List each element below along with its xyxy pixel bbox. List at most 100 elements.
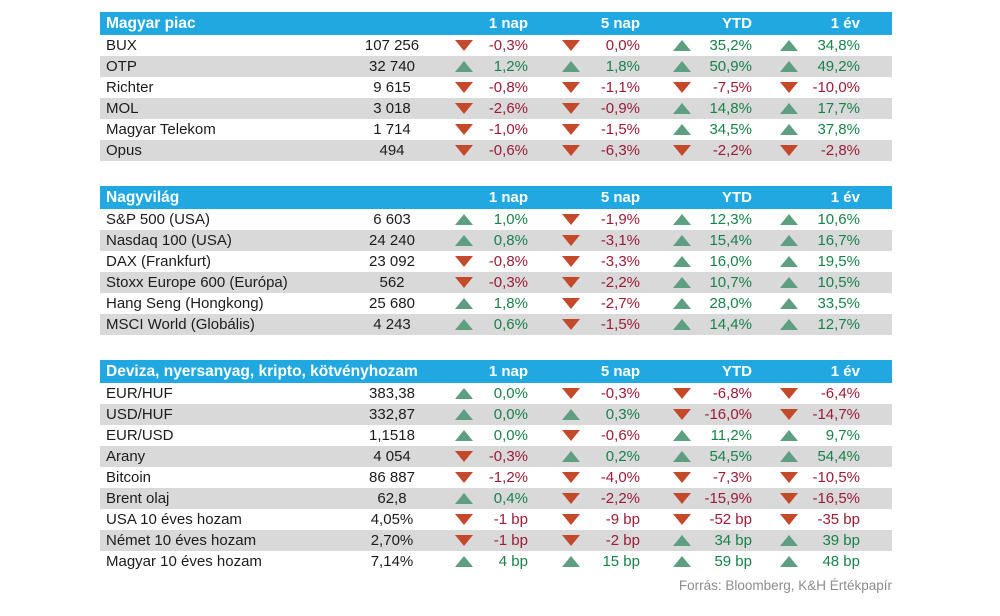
change-cell: 19,5% bbox=[752, 251, 860, 272]
change-value: -52 bp bbox=[709, 511, 752, 528]
table-row: Német 10 éves hozam 2,70% -1 bp -2 bp 34… bbox=[100, 530, 892, 551]
change-cell: 50,9% bbox=[640, 56, 752, 77]
triangle-up-icon bbox=[455, 61, 473, 72]
change-cell: -2,6% bbox=[452, 98, 528, 119]
change-value: 59 bp bbox=[714, 553, 752, 570]
instrument-name: EUR/USD bbox=[106, 427, 174, 444]
table-row: Hang Seng (Hongkong) 25 680 1,8% -2,7% 2… bbox=[100, 293, 892, 314]
change-cell: -0,3% bbox=[452, 35, 528, 56]
triangle-down-icon bbox=[562, 472, 580, 483]
triangle-up-icon bbox=[780, 124, 798, 135]
change-value: -4,0% bbox=[600, 469, 640, 486]
triangle-down-icon bbox=[562, 388, 580, 399]
change-cell: -0,6% bbox=[528, 425, 640, 446]
triangle-up-icon bbox=[673, 451, 691, 462]
change-cell: 54,5% bbox=[640, 446, 752, 467]
triangle-up-icon bbox=[673, 556, 691, 567]
change-value: -0,8% bbox=[488, 253, 528, 270]
instrument-name: Stoxx Europe 600 (Európa) bbox=[106, 274, 288, 291]
triangle-down-icon bbox=[562, 430, 580, 441]
triangle-up-icon bbox=[455, 556, 473, 567]
change-cell: 37,8% bbox=[752, 119, 860, 140]
triangle-down-icon bbox=[562, 40, 580, 51]
instrument-name: Magyar 10 éves hozam bbox=[106, 553, 262, 570]
change-cell: 12,7% bbox=[752, 314, 860, 335]
table-row: USD/HUF 332,87 0,0% 0,3% -16,0% -14,7% bbox=[100, 404, 892, 425]
change-cell: 33,5% bbox=[752, 293, 860, 314]
triangle-up-icon bbox=[455, 430, 473, 441]
triangle-down-icon bbox=[455, 40, 473, 51]
triangle-down-icon bbox=[780, 145, 798, 156]
change-cell: -1 bp bbox=[452, 509, 528, 530]
triangle-up-icon bbox=[673, 535, 691, 546]
change-value: 0,4% bbox=[493, 490, 528, 507]
change-cell: -0,3% bbox=[452, 272, 528, 293]
triangle-down-icon bbox=[673, 145, 691, 156]
change-value: -9 bp bbox=[605, 511, 640, 528]
change-cell: -9 bp bbox=[528, 509, 640, 530]
table-row: Opus 494 -0,6% -6,3% -2,2% -2,8% bbox=[100, 140, 892, 161]
table-header: Magyar piac 1 nap 5 nap YTD 1 év bbox=[100, 12, 892, 35]
table-row: Brent olaj 62,8 0,4% -2,2% -15,9% -16,5% bbox=[100, 488, 892, 509]
instrument-value: 4,05% bbox=[370, 511, 414, 528]
change-cell: -10,0% bbox=[752, 77, 860, 98]
change-cell: 14,8% bbox=[640, 98, 752, 119]
instrument-value: 9 615 bbox=[373, 79, 411, 96]
instrument-name: DAX (Frankfurt) bbox=[106, 253, 212, 270]
change-cell: -6,8% bbox=[640, 383, 752, 404]
change-value: -1,0% bbox=[488, 121, 528, 138]
change-value: -35 bp bbox=[817, 511, 860, 528]
triangle-down-icon bbox=[455, 256, 473, 267]
change-cell: -4,0% bbox=[528, 467, 640, 488]
change-cell: -16,0% bbox=[640, 404, 752, 425]
change-value: 14,8% bbox=[709, 100, 752, 117]
change-value: 35,2% bbox=[709, 37, 752, 54]
change-value: 14,4% bbox=[709, 316, 752, 333]
triangle-down-icon bbox=[673, 493, 691, 504]
triangle-down-icon bbox=[673, 409, 691, 420]
change-value: 19,5% bbox=[817, 253, 860, 270]
change-value: -1,5% bbox=[600, 316, 640, 333]
table-rows: EUR/HUF 383,38 0,0% -0,3% -6,8% -6,4% US… bbox=[100, 383, 892, 572]
instrument-value: 1,1518 bbox=[369, 427, 415, 444]
triangle-up-icon bbox=[780, 298, 798, 309]
triangle-up-icon bbox=[673, 103, 691, 114]
triangle-down-icon bbox=[673, 82, 691, 93]
change-value: 17,7% bbox=[817, 100, 860, 117]
triangle-down-icon bbox=[562, 82, 580, 93]
table-row: USA 10 éves hozam 4,05% -1 bp -9 bp -52 … bbox=[100, 509, 892, 530]
instrument-value: 4 054 bbox=[373, 448, 411, 465]
triangle-up-icon bbox=[780, 535, 798, 546]
triangle-up-icon bbox=[780, 214, 798, 225]
change-value: 15,4% bbox=[709, 232, 752, 249]
change-cell: 34 bp bbox=[640, 530, 752, 551]
change-value: -0,3% bbox=[488, 274, 528, 291]
instrument-value: 86 887 bbox=[369, 469, 415, 486]
change-cell: 0,2% bbox=[528, 446, 640, 467]
triangle-down-icon bbox=[780, 514, 798, 525]
change-cell: -1,5% bbox=[528, 314, 640, 335]
column-header-0: 1 nap bbox=[488, 363, 528, 380]
change-cell: -0,6% bbox=[452, 140, 528, 161]
change-value: 1,2% bbox=[493, 58, 528, 75]
instrument-name: USD/HUF bbox=[106, 406, 173, 423]
change-value: -2,8% bbox=[820, 142, 860, 159]
change-cell: 10,6% bbox=[752, 209, 860, 230]
change-value: -15,9% bbox=[704, 490, 752, 507]
table-rows: BUX 107 256 -0,3% 0,0% 35,2% 34,8% OTP 3… bbox=[100, 35, 892, 161]
change-value: -0,9% bbox=[600, 100, 640, 117]
triangle-down-icon bbox=[562, 535, 580, 546]
triangle-down-icon bbox=[673, 388, 691, 399]
triangle-down-icon bbox=[780, 82, 798, 93]
change-value: 9,7% bbox=[825, 427, 860, 444]
change-value: -0,3% bbox=[488, 448, 528, 465]
instrument-name: Német 10 éves hozam bbox=[106, 532, 257, 549]
instrument-name: MSCI World (Globális) bbox=[106, 316, 255, 333]
instrument-name: Brent olaj bbox=[106, 490, 170, 507]
instrument-name: Magyar Telekom bbox=[106, 121, 216, 138]
triangle-up-icon bbox=[455, 319, 473, 330]
change-cell: 16,7% bbox=[752, 230, 860, 251]
triangle-up-icon bbox=[562, 556, 580, 567]
triangle-down-icon bbox=[562, 298, 580, 309]
change-value: -10,0% bbox=[812, 79, 860, 96]
